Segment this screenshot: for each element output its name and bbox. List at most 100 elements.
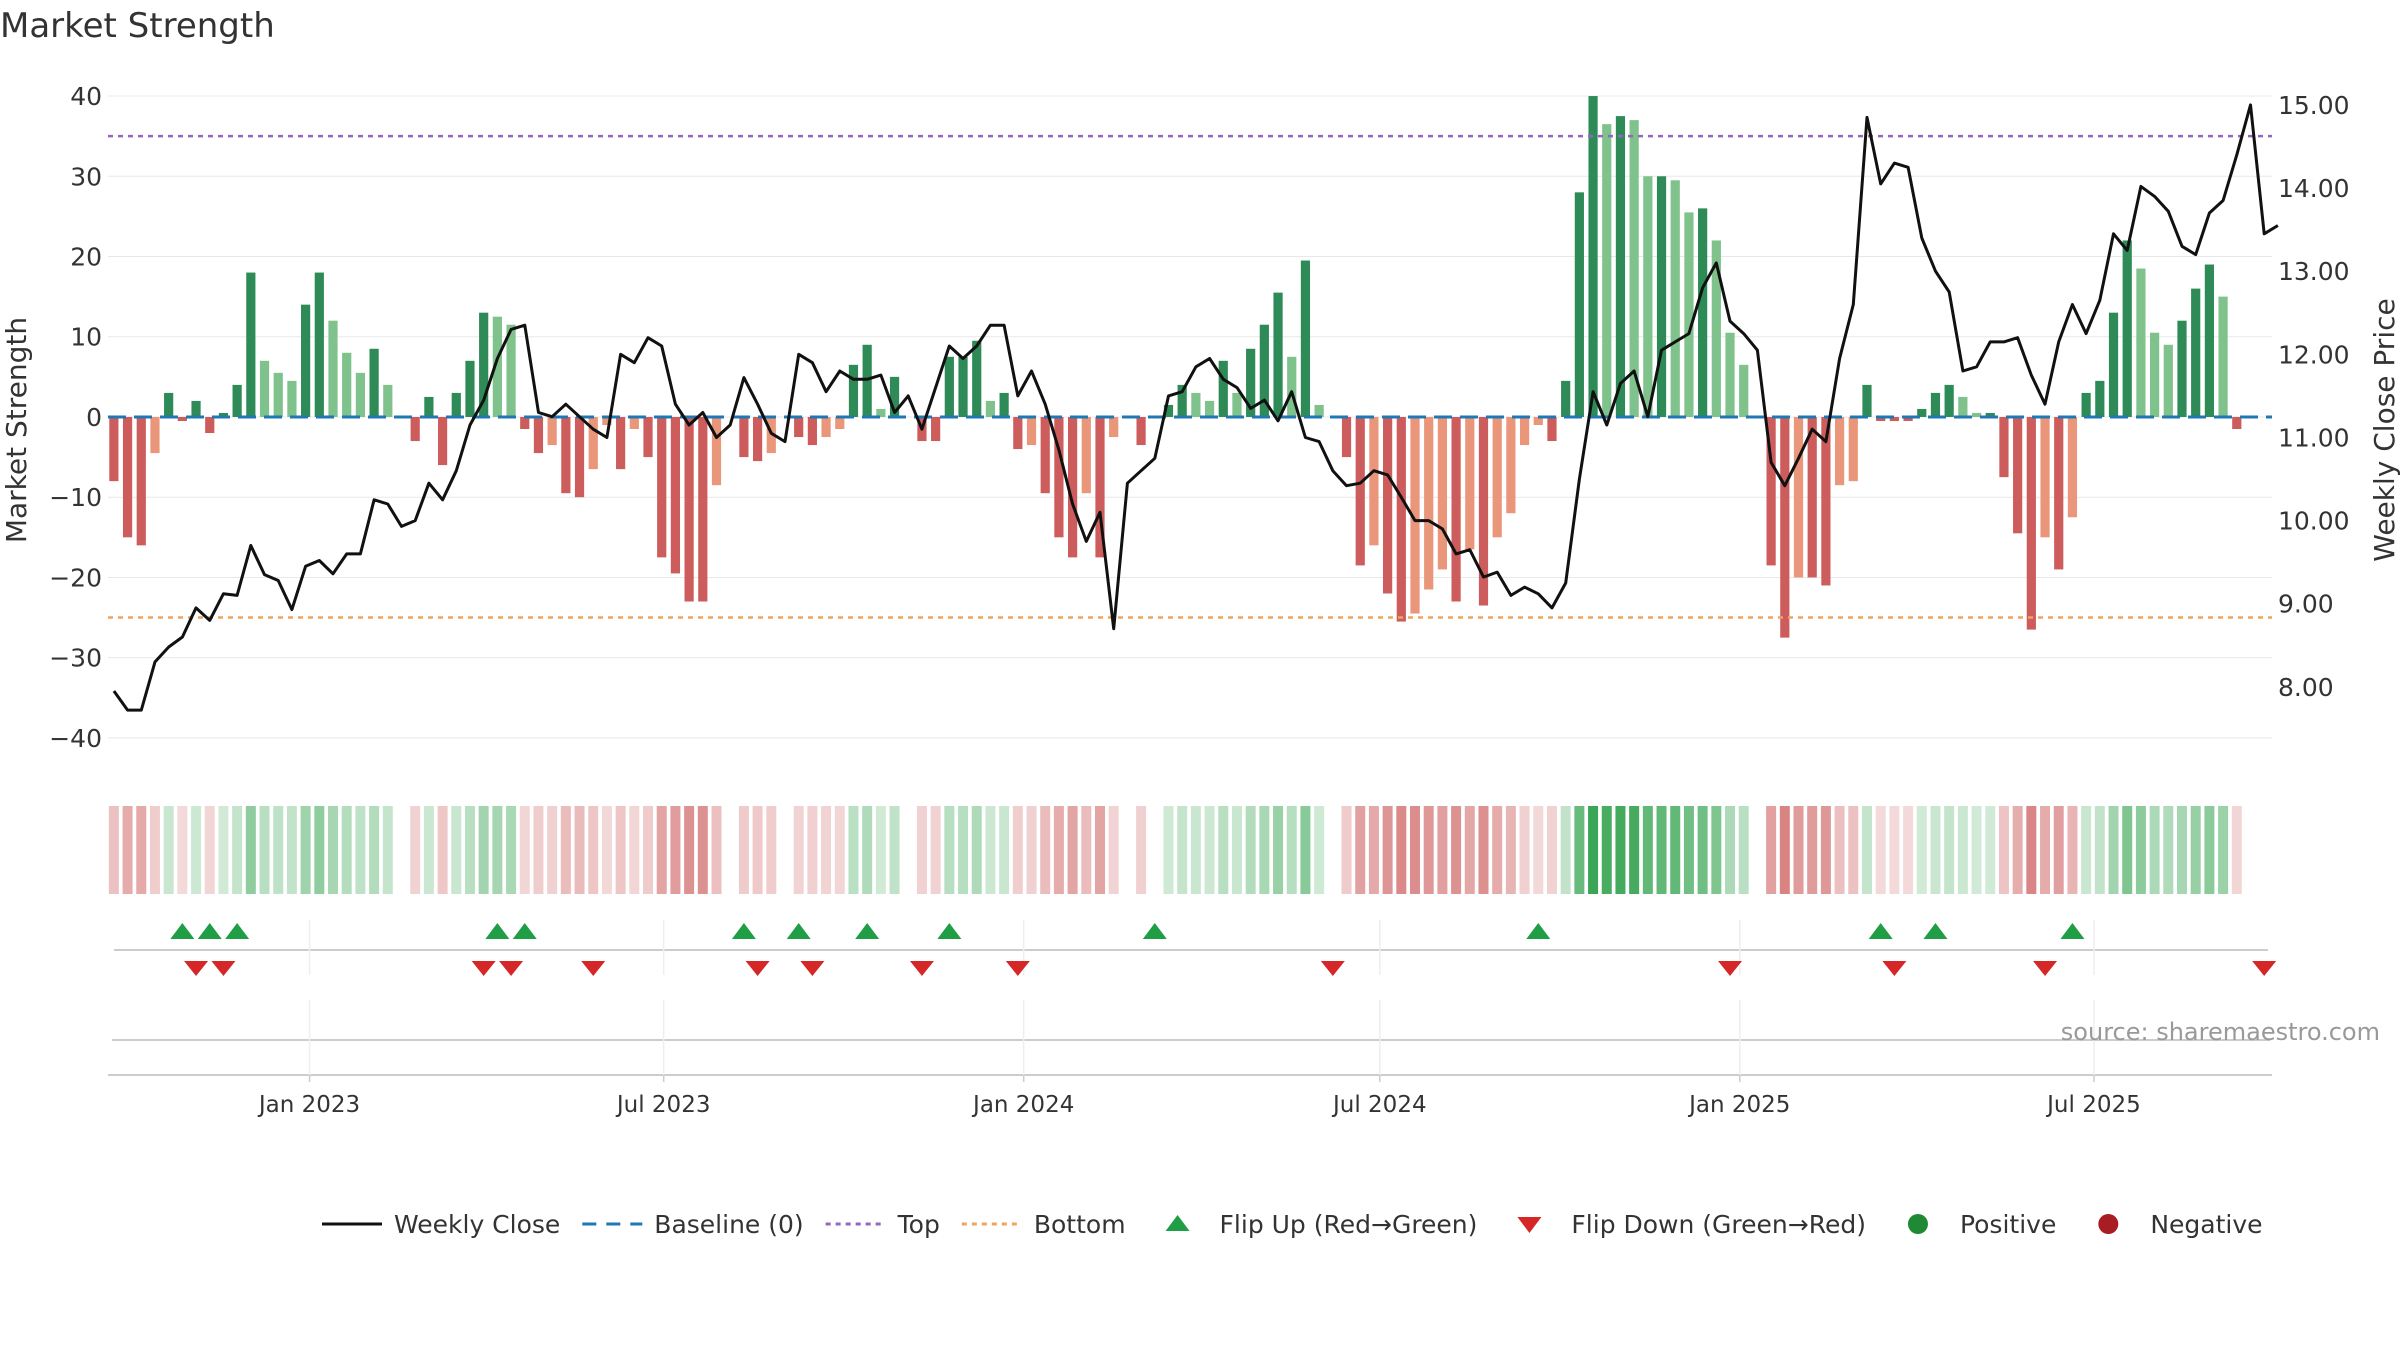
strip-cell (2026, 806, 2037, 894)
strength-bar (1095, 416, 1105, 558)
strength-bar (1807, 416, 1817, 578)
strip-cell (807, 806, 818, 894)
strip-cell (697, 806, 708, 894)
strip-cell (1697, 806, 1708, 894)
strip-cell (1410, 806, 1421, 894)
strength-bar (889, 376, 900, 417)
strength-bar (109, 416, 119, 482)
strength-bar (752, 416, 763, 462)
strength-bar (1985, 412, 1995, 417)
flip-up-marker (1868, 923, 1893, 939)
strip-cell (1341, 806, 1352, 894)
strength-bar (1163, 404, 1174, 417)
strip-cell (2040, 806, 2051, 894)
strength-bar (383, 384, 393, 417)
strength-bar (369, 348, 379, 417)
strength-bar (1944, 384, 1954, 417)
strength-bar (1369, 416, 1379, 546)
flip-down-marker (2033, 961, 2058, 976)
flip-up-marker (855, 923, 880, 939)
strip-cell (1300, 806, 1311, 894)
strip-cell (1957, 806, 1968, 894)
strength-bar (287, 380, 297, 417)
strength-bar (1300, 260, 1311, 417)
flip-down-marker (909, 961, 934, 976)
strength-bar (999, 392, 1009, 417)
y-tick-label: 30 (70, 162, 102, 191)
strip-cell (423, 806, 434, 894)
strip-cell (300, 806, 311, 894)
strength-bar (246, 272, 256, 417)
strength-bar (1629, 120, 1639, 417)
strip-cell (1437, 806, 1448, 894)
strength-bar (205, 416, 215, 434)
strength-bar (1670, 180, 1680, 417)
strip-cell (1629, 806, 1640, 894)
x-tick-label: Jul 2024 (1331, 1092, 1427, 1118)
strength-bar (1355, 416, 1365, 566)
strip-cell (2122, 806, 2133, 894)
strength-bar (1561, 380, 1571, 417)
y-axis-label: Market Strength (0, 317, 33, 543)
flip-down-marker (2252, 961, 2277, 976)
strength-bar (1204, 400, 1215, 417)
strip-cell (2204, 806, 2215, 894)
legend-label: Positive (1960, 1210, 2056, 1239)
strip-cell (999, 806, 1010, 894)
strength-bar (1999, 416, 2009, 478)
strength-bar (1081, 416, 1091, 494)
strength-bar (1725, 332, 1735, 417)
flip-down-marker (1005, 961, 1030, 976)
strip-cell (1012, 806, 1023, 894)
strip-cell (1725, 806, 1736, 894)
strip-cell (506, 806, 517, 894)
strip-cell (519, 806, 530, 894)
strip-cell (1368, 806, 1379, 894)
strength-bar (259, 360, 270, 417)
strip-cell (232, 806, 243, 894)
strip-cell (177, 806, 188, 894)
strip-cell (1067, 806, 1078, 894)
strength-bar (1451, 416, 1461, 602)
strength-bar (1314, 404, 1324, 417)
strength-bar (1533, 416, 1543, 425)
strength-bar (1437, 416, 1448, 570)
strength-bar (301, 304, 311, 417)
legend-label: Baseline (0) (654, 1210, 803, 1239)
legend-item: Positive (1907, 1210, 2056, 1239)
flip-up-marker (1923, 923, 1948, 939)
strength-bar (876, 408, 886, 417)
strength-bar (1410, 416, 1420, 614)
strength-bar (2054, 416, 2064, 570)
strength-bar (574, 416, 585, 498)
strip-cell (1820, 806, 1831, 894)
strength-bar (520, 416, 530, 430)
strip-cell (1396, 806, 1407, 894)
strength-bar (1834, 416, 1845, 486)
strength-bar (1068, 416, 1078, 558)
strength-bar (1506, 416, 1516, 514)
strip-cell (1834, 806, 1845, 894)
strip-cell (1642, 806, 1653, 894)
strength-bar (2122, 240, 2132, 417)
strength-bar (2026, 416, 2036, 630)
strip-cell (1930, 806, 1941, 894)
strip-cell (2053, 806, 2064, 894)
strip-cell (766, 806, 777, 894)
strip-cell (437, 806, 448, 894)
strip-cell (1136, 806, 1147, 894)
strip-cell (670, 806, 681, 894)
strength-bar (670, 416, 681, 574)
close-line-layer (108, 103, 2279, 712)
strength-bar (1054, 416, 1064, 538)
strength-bar (711, 416, 722, 486)
strength-bar (1711, 240, 1721, 417)
strength-bar (1793, 416, 1804, 578)
strength-bar (1492, 416, 1502, 538)
y2-tick-label: 12.00 (2278, 340, 2350, 369)
strip-cell (1670, 806, 1681, 894)
strength-bar (1424, 416, 1434, 590)
strip-cell (848, 806, 859, 894)
strength-bar (2136, 268, 2146, 417)
legend-swatch (1907, 1214, 1928, 1234)
